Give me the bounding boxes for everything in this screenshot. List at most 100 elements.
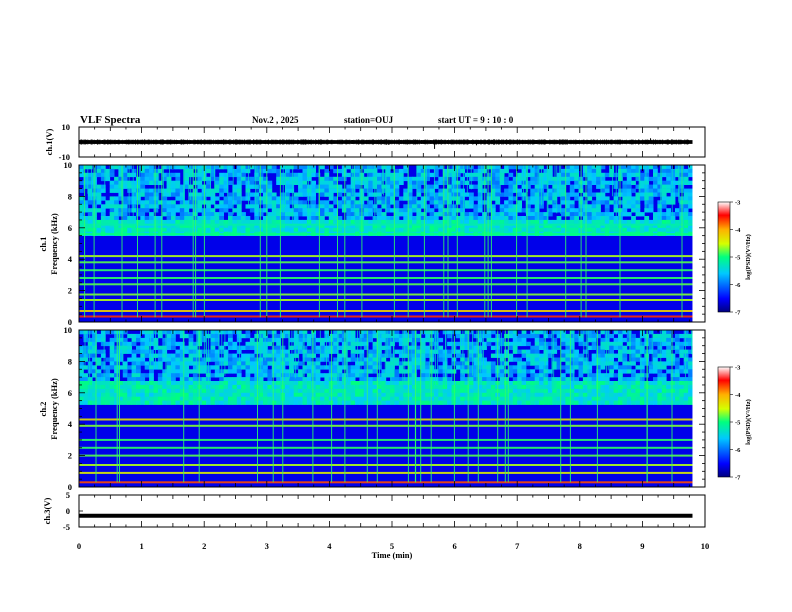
spectrogram-cell bbox=[499, 212, 505, 217]
spectrogram-cell bbox=[337, 357, 343, 362]
spectrogram-cell bbox=[416, 377, 422, 382]
spectrogram-cell bbox=[390, 180, 395, 185]
spectrogram-cell bbox=[648, 384, 654, 390]
spectrogram-cell bbox=[486, 369, 492, 374]
spectrogram-cell bbox=[477, 400, 483, 405]
spectrogram-cell bbox=[561, 223, 566, 229]
spectrogram-cell bbox=[188, 333, 194, 339]
spectrogram-cell bbox=[166, 184, 172, 189]
spectrogram-cell bbox=[416, 219, 422, 225]
spectrogram-cell bbox=[197, 365, 203, 370]
spectrogram-cell bbox=[653, 192, 658, 197]
spectrogram-cell bbox=[87, 223, 93, 229]
spectrogram-cell bbox=[306, 337, 312, 343]
spectrogram-cell bbox=[565, 212, 571, 217]
spectrogram-cell bbox=[609, 168, 614, 174]
spectrogram-cell bbox=[258, 165, 264, 170]
spectrogram-cell bbox=[587, 337, 593, 343]
spectrogram-cell bbox=[271, 400, 277, 405]
spectrogram-cell bbox=[157, 330, 163, 335]
spectrogram-cell bbox=[179, 353, 185, 358]
spectrogram-cell bbox=[157, 392, 163, 398]
spectrogram-cell bbox=[232, 196, 238, 201]
spectrogram-cell bbox=[131, 204, 137, 209]
spectrogram-cell bbox=[372, 369, 378, 374]
spectrogram-cell bbox=[657, 180, 663, 185]
spectrogram-cell bbox=[166, 333, 172, 339]
spectrogram-cell bbox=[407, 384, 413, 390]
spectrogram-cell bbox=[92, 345, 97, 350]
spectrogram-cell bbox=[499, 216, 505, 221]
spectrogram-cell bbox=[635, 223, 641, 229]
spectrogram-cell bbox=[618, 349, 623, 354]
spectrogram-cell bbox=[276, 180, 281, 185]
spectrogram-cell bbox=[136, 219, 141, 225]
spectrogram-cell bbox=[267, 212, 273, 217]
spectrogram-cell bbox=[311, 208, 316, 213]
spectrogram-cell bbox=[490, 381, 496, 386]
spectrogram-cell bbox=[109, 373, 115, 378]
spectrogram-cell bbox=[688, 188, 693, 193]
spectrogram-cell bbox=[464, 384, 470, 390]
spectrogram-cell bbox=[341, 396, 347, 401]
spectrogram-cell bbox=[214, 365, 220, 370]
spectrogram-cell bbox=[197, 369, 203, 374]
spectrogram-cell bbox=[517, 333, 522, 339]
spectrogram-cell bbox=[688, 333, 693, 339]
spectrogram-cell bbox=[149, 216, 154, 221]
spectrogram-cell bbox=[390, 216, 395, 221]
spectrogram-cell bbox=[679, 384, 685, 390]
spectrogram-cell bbox=[683, 196, 689, 201]
spectrogram-cell bbox=[565, 200, 571, 205]
spectrogram-cell bbox=[254, 365, 260, 370]
spectrogram-cell bbox=[118, 400, 124, 405]
spectrogram-cell bbox=[258, 180, 264, 185]
spectrogram-cell bbox=[626, 349, 632, 354]
spectrogram-cell bbox=[534, 353, 540, 358]
spectrogram-cell bbox=[263, 400, 268, 405]
spectrogram-cell bbox=[460, 219, 465, 225]
spectrogram-cell bbox=[490, 216, 496, 221]
spectrogram-cell bbox=[249, 223, 255, 229]
spectrogram-cell bbox=[271, 330, 277, 335]
spectrogram-cell bbox=[460, 200, 465, 205]
spectrogram-cell bbox=[512, 392, 518, 398]
spectrogram-cell bbox=[618, 365, 623, 370]
spectrogram-cell bbox=[219, 176, 224, 182]
spectrogram-cell bbox=[293, 227, 299, 233]
spectrogram-cell bbox=[285, 357, 290, 362]
spectrogram-cell bbox=[206, 219, 211, 225]
spectrogram-cell bbox=[390, 219, 395, 225]
spectrogram-cell bbox=[390, 388, 395, 394]
spectrogram-cell bbox=[214, 396, 220, 401]
spectrogram-band bbox=[79, 277, 693, 279]
spectrogram-cell bbox=[460, 165, 465, 170]
spectrogram-cell bbox=[460, 373, 465, 378]
spectrogram-cell bbox=[653, 172, 658, 178]
spectrogram-cell bbox=[306, 204, 312, 209]
spectrogram-cell bbox=[666, 330, 671, 335]
spectrogram-cell bbox=[249, 227, 255, 233]
spectrogram-cell bbox=[455, 165, 461, 170]
spectrogram-cell bbox=[285, 377, 290, 382]
spectrogram-cell bbox=[394, 373, 400, 378]
spectrogram-cell bbox=[249, 365, 255, 370]
spectrogram-cell bbox=[661, 384, 667, 390]
spectrogram-cell bbox=[657, 212, 663, 217]
spectrogram-cell bbox=[105, 396, 111, 401]
spectrogram-cell bbox=[285, 165, 290, 170]
spectrogram-cell bbox=[622, 223, 628, 229]
spectrogram-cell bbox=[377, 400, 382, 405]
spectrogram-cell bbox=[613, 361, 619, 366]
spectrogram-cell bbox=[363, 212, 369, 217]
spectrogram-cell bbox=[469, 396, 474, 401]
spectrogram-cell bbox=[429, 392, 435, 398]
spectrogram-cell bbox=[534, 377, 540, 382]
spectrogram-cell bbox=[192, 365, 198, 370]
spectrogram-cell bbox=[214, 227, 220, 233]
spectrogram-cell bbox=[385, 373, 391, 378]
spectrogram-cell bbox=[333, 388, 338, 394]
spectrogram-cell bbox=[653, 392, 658, 398]
spectrogram-cell bbox=[363, 330, 369, 335]
spectrogram-cell bbox=[473, 208, 479, 213]
